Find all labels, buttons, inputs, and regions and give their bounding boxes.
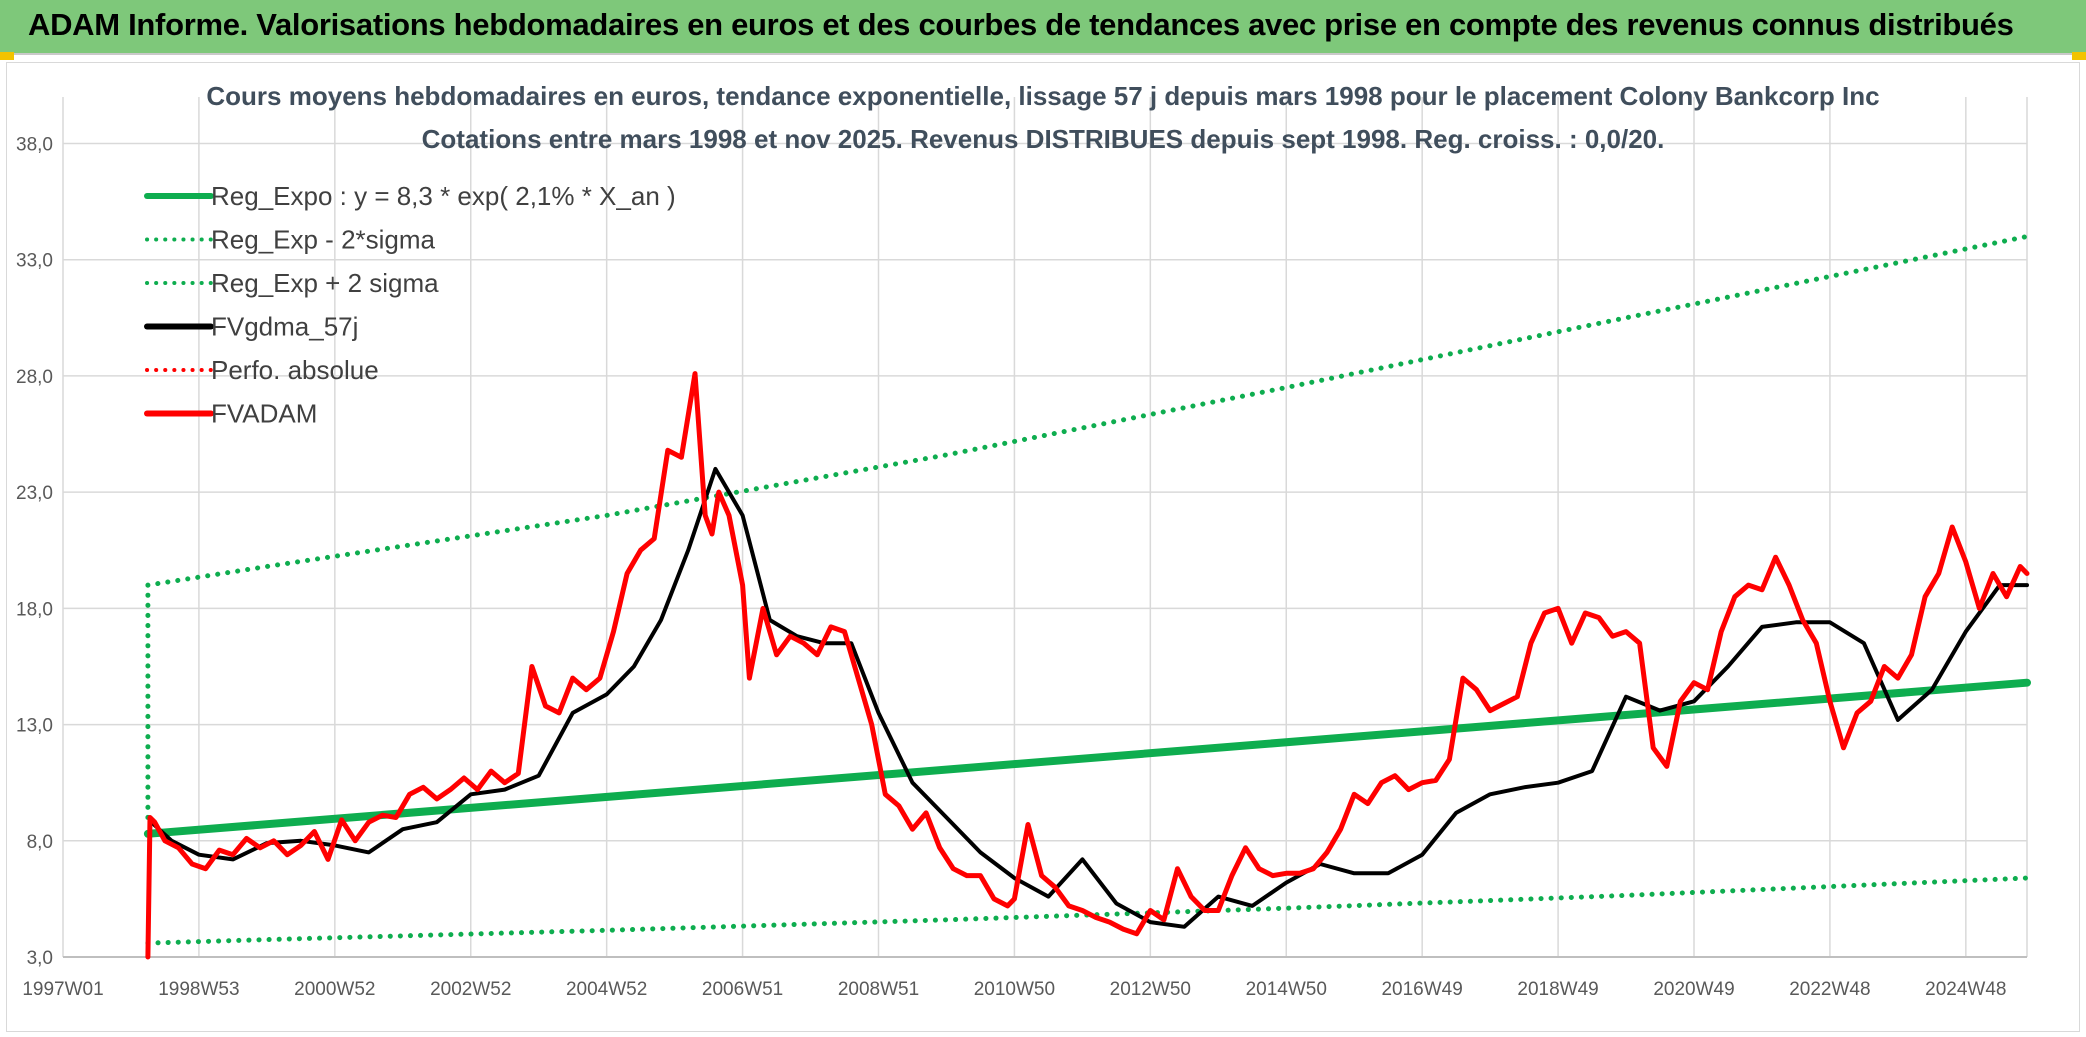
chart-subtitle: Cotations entre mars 1998 et nov 2025. R…: [422, 124, 1665, 154]
series-line-5: [145, 371, 2030, 960]
x-tick-label: 2002W52: [430, 979, 511, 1000]
series-line-2: [145, 234, 2030, 820]
chart-area: 3,0 8,0 13,0 18,0 23,0 28,0 33,0 38,0 1997W01 199…: [6, 62, 2080, 1032]
banner-title: ADAM Informe. Valorisations hebdomadaire…: [28, 7, 2014, 42]
y-tick-label: 38,0: [16, 134, 53, 155]
x-tick-label: 2016W49: [1381, 979, 1462, 1000]
legend: Reg_Expo : y = 8,3 * exp( 2,1% * X_an ) R…: [144, 181, 676, 429]
x-tick-label: 2024W48: [1925, 979, 2006, 1000]
y-tick-label: 18,0: [16, 599, 53, 620]
chart-svg: 3,0 8,0 13,0 18,0 23,0 28,0 33,0 38,0 1997W01 199…: [16, 81, 2031, 1000]
grid-layer: [62, 97, 2028, 958]
x-tick-label: 2006W51: [702, 979, 783, 1000]
legend-label-4: Perfo. absolue: [211, 355, 379, 385]
x-tick-label: 2022W48: [1789, 979, 1870, 1000]
report-banner: ADAM Informe. Valorisations hebdomadaire…: [0, 0, 2086, 55]
x-tick-label: 2014W50: [1246, 979, 1327, 1000]
corner-mark-right: [2072, 52, 2086, 60]
series-line-1: [145, 875, 2030, 946]
x-tick-label: 2020W49: [1653, 979, 1734, 1000]
y-tick-label: 28,0: [16, 367, 53, 388]
x-tick-label: 2010W50: [974, 979, 1055, 1000]
x-tick-label: 2000W52: [294, 979, 375, 1000]
legend-label-1: Reg_Exp - 2*sigma: [211, 225, 436, 255]
series-layer: [143, 234, 2031, 960]
chart-title: Cours moyens hebdomadaires en euros, ten…: [206, 81, 1879, 111]
y-tick-label: 23,0: [16, 483, 53, 504]
series-line-3: [149, 466, 2029, 929]
x-tick-label: 2008W51: [838, 979, 919, 1000]
legend-label-3: FVgdma_57j: [211, 312, 358, 342]
x-tick-label: 1998W53: [158, 979, 239, 1000]
y-tick-label: 13,0: [16, 716, 53, 737]
legend-label-5: FVADAM: [211, 399, 317, 429]
y-tick-label: 33,0: [16, 251, 53, 272]
y-tick-label: 8,0: [27, 832, 53, 853]
series-line-0: [143, 678, 2031, 838]
x-tick-label: 2018W49: [1517, 979, 1598, 1000]
x-tick-label: 2012W50: [1110, 979, 1191, 1000]
x-tick-label: 1997W01: [22, 979, 103, 1000]
x-tick-label: 2004W52: [566, 979, 647, 1000]
corner-mark-left: [0, 52, 14, 60]
legend-label-2: Reg_Exp + 2 sigma: [211, 268, 439, 298]
ticks-layer: 3,0 8,0 13,0 18,0 23,0 28,0 33,0 38,0 1997W01 199…: [16, 134, 2006, 1000]
legend-label-0: Reg_Expo : y = 8,3 * exp( 2,1% * X_an ): [211, 181, 676, 211]
y-tick-label: 3,0: [27, 948, 53, 969]
